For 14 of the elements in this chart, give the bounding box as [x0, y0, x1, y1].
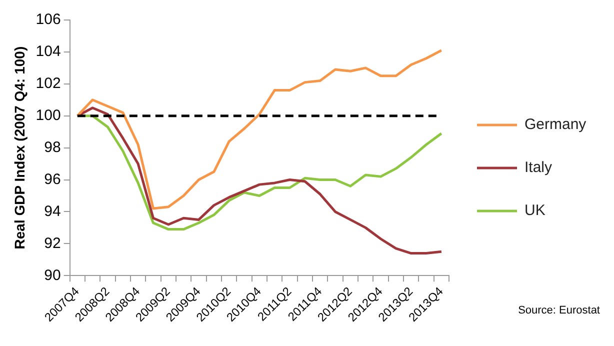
y-tick-label: 94: [44, 202, 61, 220]
legend-label: Germany: [524, 116, 587, 134]
y-tick-label: 106: [36, 11, 61, 28]
y-tick-label: 96: [44, 170, 61, 188]
legend-label: UK: [524, 202, 546, 220]
y-tick-label: 92: [44, 234, 61, 252]
y-tick-label: 104: [36, 43, 61, 60]
y-tick-label: 100: [36, 107, 61, 124]
legend-label: Italy: [524, 159, 553, 176]
source-note: Source: Eurostat: [518, 304, 600, 317]
y-tick-label: 102: [36, 75, 61, 92]
y-tick-label: 98: [44, 138, 61, 156]
y-axis-title: Real GDP Index (2007 Q4: 100): [11, 46, 28, 250]
y-tick-label: 90: [44, 266, 61, 284]
